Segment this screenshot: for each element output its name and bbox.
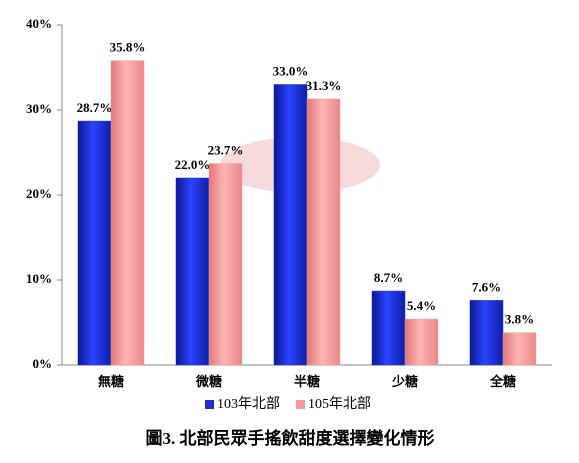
x-tick-label: 全糖 xyxy=(489,374,516,389)
x-tick-label: 無糖 xyxy=(98,374,124,389)
bar xyxy=(208,163,243,366)
legend-label: 103年北部 xyxy=(217,396,280,412)
value-label: 31.3% xyxy=(306,78,342,93)
value-label: 8.7% xyxy=(374,270,403,285)
bar xyxy=(77,120,112,366)
bar xyxy=(306,98,341,366)
value-label: 22.0% xyxy=(175,157,211,172)
legend-swatch xyxy=(296,400,305,409)
value-label: 7.6% xyxy=(472,279,501,294)
value-label: 3.8% xyxy=(505,312,534,327)
bar xyxy=(469,300,504,366)
value-label: 5.4% xyxy=(407,298,436,313)
bar xyxy=(175,177,210,366)
value-label: 35.8% xyxy=(110,40,146,55)
y-tick-label: 10% xyxy=(26,271,52,286)
y-tick-label: 40% xyxy=(26,16,52,31)
legend-label: 105年北部 xyxy=(308,396,371,412)
y-tick-label: 30% xyxy=(26,101,52,116)
bar xyxy=(110,60,145,366)
x-tick-label: 半糖 xyxy=(294,374,320,389)
value-label: 23.7% xyxy=(208,143,244,158)
y-tick-label: 20% xyxy=(26,186,52,201)
value-label: 33.0% xyxy=(273,63,309,78)
bar xyxy=(404,318,439,366)
chart-title: 圖3. 北部民眾手搖飲甜度選擇變化情形 xyxy=(146,428,435,448)
x-tick-label: 微糖 xyxy=(195,374,222,389)
bar xyxy=(273,84,308,366)
bar xyxy=(502,332,537,366)
value-label: 28.7% xyxy=(77,100,113,115)
x-tick-label: 少糖 xyxy=(391,374,418,389)
y-tick-label: 0% xyxy=(33,356,53,371)
bar xyxy=(371,290,406,366)
legend-swatch xyxy=(205,400,214,409)
